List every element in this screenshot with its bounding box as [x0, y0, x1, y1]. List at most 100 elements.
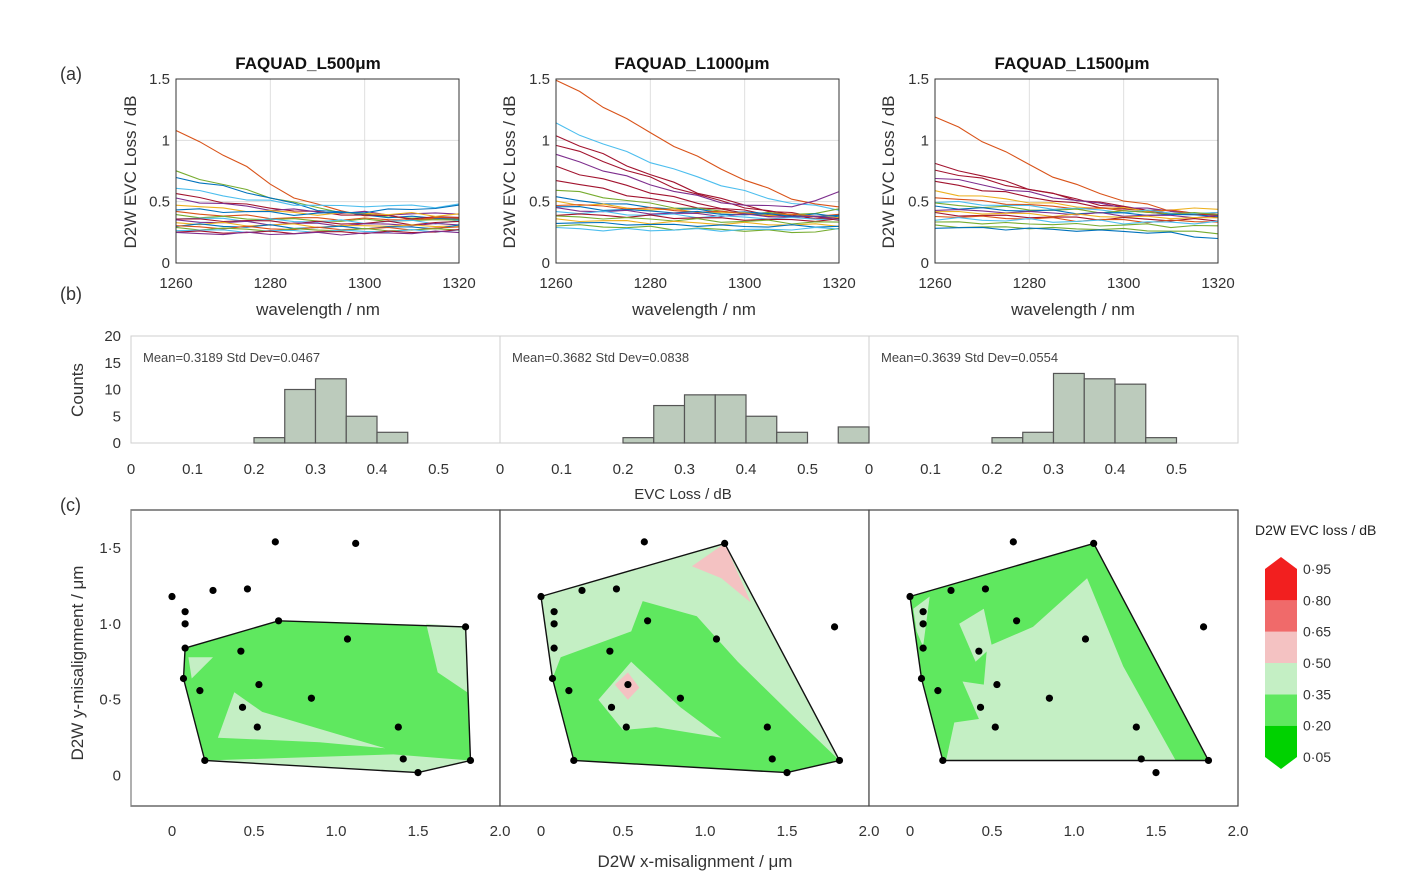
series-line-7: [175, 204, 460, 216]
x-tick-label: 0.5: [1166, 461, 1187, 478]
x-tick-label: 2.0: [859, 823, 880, 840]
line-chart-l1500: FAQUAD_L1500μm D2W EVC Loss / dB wavelen…: [879, 54, 1235, 319]
y-tick-label: 10: [104, 382, 121, 399]
stats-annotation: Mean=0.3682 Std Dev=0.0838: [512, 350, 689, 365]
x-tick-label: 0.5: [982, 823, 1003, 840]
measurement-point: [981, 585, 990, 593]
measurement-point: [1152, 769, 1160, 777]
x-tick-label: 0: [865, 461, 873, 478]
y-tick-label: 0: [113, 768, 121, 785]
measurement-point: [307, 694, 315, 702]
x-tick-label: 1320: [1201, 275, 1234, 292]
y-axis-label: D2W EVC Loss / dB: [121, 95, 140, 248]
measurement-point: [624, 680, 632, 689]
y-tick-label: 1: [921, 132, 929, 149]
measurement-point: [1009, 538, 1017, 546]
histogram-bar: [991, 437, 1024, 444]
measurement-point: [537, 592, 545, 601]
series-line-12: [934, 211, 1219, 222]
measurement-point: [1045, 694, 1053, 702]
convex-hull-outline: [909, 542, 1210, 762]
measurement-point: [676, 694, 685, 702]
measurement-point: [607, 703, 616, 711]
measurement-point: [243, 585, 252, 593]
series-line-4: [555, 153, 840, 208]
series-line-3: [175, 187, 460, 209]
series-line-10: [555, 204, 840, 218]
x-tick-label: 0: [168, 823, 176, 840]
x-tick-label: 1.0: [695, 823, 716, 840]
legend-swatch: [1265, 725, 1297, 757]
x-tick-label: 0.2: [982, 461, 1003, 478]
stats-annotation: Mean=0.3189 Std Dev=0.0467: [143, 350, 320, 365]
measurement-point: [622, 723, 630, 731]
measurement-point: [644, 617, 652, 625]
x-tick-label: 1300: [728, 275, 761, 292]
y-tick-label: 1·0: [99, 616, 121, 633]
y-axis-label: D2W EVC Loss / dB: [500, 95, 519, 248]
histogram-bar: [1114, 383, 1147, 444]
measurement-point: [578, 586, 586, 595]
histogram-bar: [314, 378, 347, 444]
measurement-point: [1090, 539, 1098, 547]
series-line-19: [555, 226, 840, 232]
measurement-point: [712, 635, 721, 643]
panel-label-b: (b): [60, 284, 82, 304]
measurement-point: [399, 755, 407, 763]
series-line-19: [175, 230, 460, 236]
measurement-point: [947, 586, 955, 595]
y-tick-label: 1: [162, 132, 170, 149]
stats-annotation: Mean=0.3639 Std Dev=0.0554: [881, 350, 1058, 365]
series-line-17: [934, 226, 1219, 240]
x-tick-label: 1.5: [408, 823, 429, 840]
series-line-2: [175, 176, 460, 220]
plot-frame: [555, 78, 840, 264]
histogram-bar: [1083, 378, 1116, 444]
measurement-point: [917, 674, 926, 683]
legend-level-label: 0·05: [1303, 749, 1331, 765]
series-line-5: [175, 197, 460, 216]
measurement-point: [181, 620, 189, 628]
contour-region: [183, 620, 471, 773]
measurement-point: [976, 703, 985, 711]
series-line-11: [934, 210, 1219, 220]
histogram-bar: [714, 394, 747, 444]
legend-level-label: 0·50: [1303, 655, 1331, 671]
x-tick-label: 1260: [539, 275, 572, 292]
x-tick-label: 1280: [254, 275, 287, 292]
y-tick-label: 0: [113, 435, 121, 452]
x-tick-label: 1260: [918, 275, 951, 292]
legend-swatch: [1265, 631, 1297, 663]
series-line-14: [934, 217, 1219, 225]
measurement-point: [253, 723, 261, 731]
histogram-bar: [345, 415, 378, 444]
histogram-bar: [745, 415, 778, 444]
x-tick-label: 0.3: [305, 461, 326, 478]
y-axis-label: D2W y-misalignment / μm: [68, 566, 87, 761]
series-line-10: [175, 217, 460, 225]
histogram-bar: [376, 431, 409, 444]
histogram-bar: [1145, 437, 1178, 444]
measurement-point: [1081, 635, 1090, 643]
contour-region: [188, 657, 213, 679]
series-line-10: [934, 209, 1219, 219]
y-tick-label: 0: [542, 255, 550, 272]
x-tick-label: 0.3: [1043, 461, 1064, 478]
measurement-point: [919, 608, 927, 616]
measurement-point: [606, 647, 614, 655]
measurement-point: [835, 756, 844, 765]
measurement-point: [1013, 617, 1021, 625]
series-line-7: [934, 200, 1219, 214]
x-tick-label: 0: [127, 461, 135, 478]
legend-swatch: [1265, 569, 1297, 601]
x-tick-label: 0.4: [367, 461, 388, 478]
chart-title: FAQUAD_L500μm: [235, 54, 381, 73]
y-tick-label: 0: [162, 255, 170, 272]
x-tick-label: 2.0: [490, 823, 511, 840]
measurement-point: [550, 644, 558, 652]
series-line-2: [555, 135, 840, 219]
measurement-point: [209, 586, 217, 595]
measurement-point: [939, 756, 947, 765]
x-tick-label: 1.5: [777, 823, 798, 840]
series-line-14: [555, 213, 840, 222]
